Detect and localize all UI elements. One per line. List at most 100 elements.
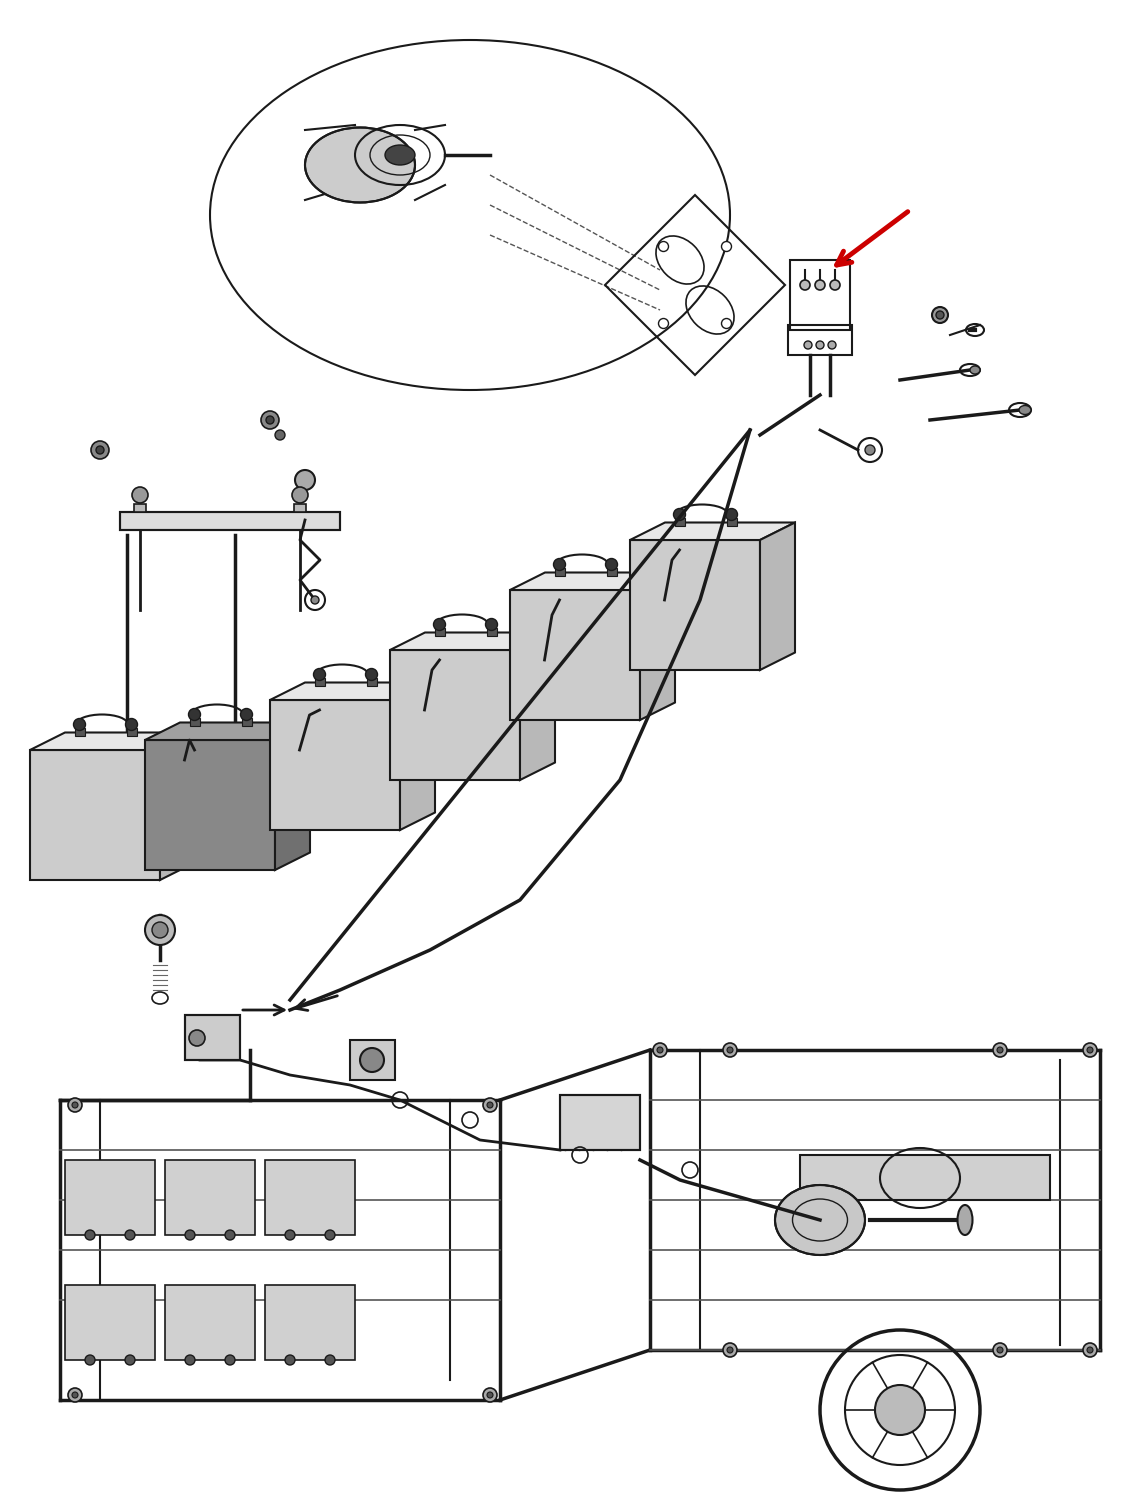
Circle shape xyxy=(727,1347,733,1353)
Bar xyxy=(560,1095,640,1150)
Circle shape xyxy=(96,446,104,454)
Polygon shape xyxy=(275,723,310,870)
Circle shape xyxy=(932,308,948,322)
Circle shape xyxy=(241,708,252,720)
Polygon shape xyxy=(520,633,555,780)
Bar xyxy=(294,504,306,512)
Bar xyxy=(788,326,852,356)
Bar xyxy=(555,567,565,576)
Polygon shape xyxy=(630,540,760,670)
Circle shape xyxy=(68,1098,82,1112)
Circle shape xyxy=(483,1388,497,1402)
Circle shape xyxy=(275,430,285,439)
Circle shape xyxy=(72,1102,78,1108)
Polygon shape xyxy=(760,522,795,670)
Bar xyxy=(607,567,616,576)
Circle shape xyxy=(830,280,840,290)
Polygon shape xyxy=(145,740,275,870)
Bar xyxy=(674,518,685,525)
Bar xyxy=(189,717,200,726)
Circle shape xyxy=(721,318,731,328)
Circle shape xyxy=(993,1042,1008,1058)
Circle shape xyxy=(606,558,617,570)
Circle shape xyxy=(997,1047,1003,1053)
Ellipse shape xyxy=(305,128,415,202)
Bar xyxy=(133,504,146,512)
Ellipse shape xyxy=(775,1185,865,1256)
Circle shape xyxy=(72,1392,78,1398)
Ellipse shape xyxy=(385,146,415,165)
Circle shape xyxy=(936,310,944,320)
Bar xyxy=(435,627,445,636)
Polygon shape xyxy=(640,573,675,720)
Bar xyxy=(127,728,137,735)
Circle shape xyxy=(553,558,566,570)
Polygon shape xyxy=(390,633,555,650)
Circle shape xyxy=(815,280,825,290)
Circle shape xyxy=(723,1342,737,1358)
Circle shape xyxy=(361,1048,385,1072)
Bar xyxy=(790,260,850,330)
Polygon shape xyxy=(30,750,160,880)
Circle shape xyxy=(727,1047,733,1053)
Circle shape xyxy=(1087,1347,1093,1353)
Circle shape xyxy=(145,915,175,945)
Bar xyxy=(185,1016,240,1060)
Polygon shape xyxy=(510,573,675,590)
Bar xyxy=(486,627,496,636)
Circle shape xyxy=(311,596,319,604)
Circle shape xyxy=(126,1354,135,1365)
Circle shape xyxy=(132,488,148,502)
Circle shape xyxy=(68,1388,82,1402)
Bar xyxy=(560,1095,640,1150)
Circle shape xyxy=(1083,1042,1097,1058)
Bar xyxy=(65,1286,155,1360)
Circle shape xyxy=(828,340,836,350)
Circle shape xyxy=(658,242,669,252)
Bar xyxy=(727,518,736,525)
Polygon shape xyxy=(400,682,435,830)
Circle shape xyxy=(314,669,325,681)
Ellipse shape xyxy=(1019,405,1031,414)
Bar xyxy=(185,1016,240,1060)
Circle shape xyxy=(225,1354,235,1365)
Circle shape xyxy=(73,718,86,730)
Circle shape xyxy=(225,1230,235,1240)
Circle shape xyxy=(721,242,731,252)
Polygon shape xyxy=(270,682,435,700)
Circle shape xyxy=(865,446,875,454)
Circle shape xyxy=(91,441,110,459)
Circle shape xyxy=(726,509,737,520)
Polygon shape xyxy=(145,723,310,740)
Circle shape xyxy=(434,618,445,630)
Circle shape xyxy=(657,1047,663,1053)
Circle shape xyxy=(185,1230,195,1240)
Polygon shape xyxy=(630,522,795,540)
Circle shape xyxy=(658,318,669,328)
Circle shape xyxy=(325,1354,335,1365)
Bar xyxy=(242,717,251,726)
Ellipse shape xyxy=(970,366,980,374)
Circle shape xyxy=(875,1384,925,1435)
Circle shape xyxy=(486,618,497,630)
Circle shape xyxy=(673,509,686,520)
Polygon shape xyxy=(390,650,520,780)
Circle shape xyxy=(285,1230,296,1240)
Circle shape xyxy=(185,1354,195,1365)
Circle shape xyxy=(804,340,812,350)
Circle shape xyxy=(261,411,280,429)
Circle shape xyxy=(487,1392,493,1398)
Circle shape xyxy=(285,1354,296,1365)
Circle shape xyxy=(723,1042,737,1058)
Circle shape xyxy=(84,1354,95,1365)
Bar xyxy=(265,1286,355,1360)
Bar xyxy=(165,1160,254,1234)
Circle shape xyxy=(296,470,315,490)
Circle shape xyxy=(365,669,378,681)
Polygon shape xyxy=(510,590,640,720)
Bar xyxy=(800,1155,1050,1200)
Circle shape xyxy=(292,488,308,502)
Circle shape xyxy=(993,1342,1008,1358)
Circle shape xyxy=(189,1030,205,1045)
Bar xyxy=(350,1040,395,1080)
